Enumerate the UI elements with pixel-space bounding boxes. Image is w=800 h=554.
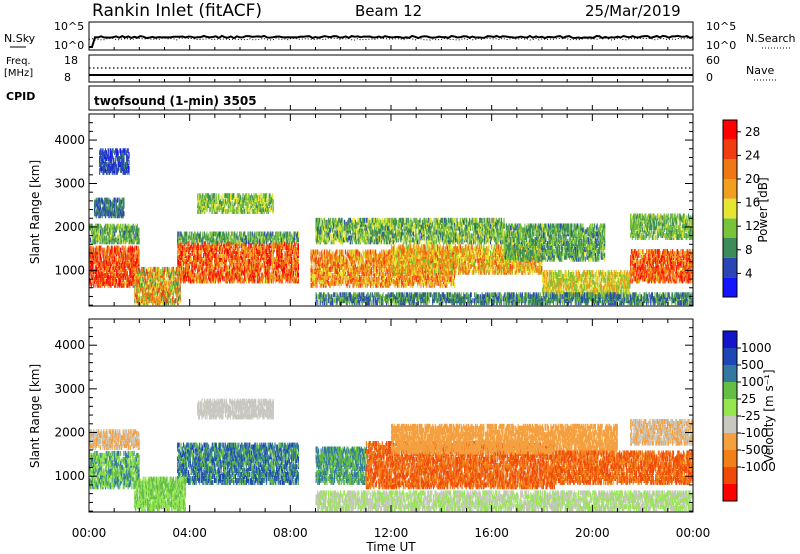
heatmap-cell xyxy=(332,273,333,278)
heatmap-cell xyxy=(123,211,124,216)
heatmap-cell xyxy=(222,193,223,198)
heatmap-cell xyxy=(123,198,124,203)
heatmap-cell xyxy=(138,250,139,255)
freq-tick-top: 18 xyxy=(64,54,78,67)
heatmap-cell xyxy=(101,246,102,251)
heatmap-cell xyxy=(112,148,113,153)
heatmap-cell xyxy=(170,298,171,303)
heatmap-cell xyxy=(128,166,129,171)
nsky-tick-top: 10^5 xyxy=(54,20,84,33)
cpid-program-label: twofsound (1-min) 3505 xyxy=(94,94,257,108)
heatmap-cell xyxy=(342,250,343,255)
heatmap-cell xyxy=(242,276,243,281)
heatmap-cell xyxy=(118,150,119,155)
heatmap-cell xyxy=(317,250,318,255)
heatmap-cell xyxy=(331,273,332,278)
heatmap-cell xyxy=(266,193,267,198)
heatmap-cell xyxy=(298,243,299,248)
heatmap-cell xyxy=(98,224,99,229)
heatmap-cell xyxy=(298,278,299,283)
heatmap-cell xyxy=(127,271,128,276)
freq-unit-label: [MHz] xyxy=(4,68,33,79)
site-title: Rankin Inlet (fitACF) xyxy=(92,1,262,21)
heatmap-cell xyxy=(180,283,181,288)
heatmap-cell xyxy=(124,281,125,286)
heatmap-cell xyxy=(241,232,242,237)
heatmap-cell xyxy=(283,255,284,260)
nave-label: Nave xyxy=(746,64,774,77)
nsearch-tick-bottom: 10^0 xyxy=(706,39,736,52)
nsky-label: N.Sky xyxy=(4,32,36,45)
figure: Rankin Inlet (fitACF) Beam 12 25/Mar/201… xyxy=(0,0,800,554)
heatmap-cell xyxy=(237,232,238,237)
heatmap-cell xyxy=(298,232,299,237)
heatmap-cell xyxy=(107,224,108,229)
heatmap-cell xyxy=(246,278,247,283)
heatmap-cell xyxy=(313,263,314,268)
nsky-tick-bottom: 10^0 xyxy=(54,39,84,52)
heatmap-cell xyxy=(90,237,91,242)
heatmap-cell xyxy=(164,267,165,272)
heatmap-cell xyxy=(194,278,195,283)
power-heatmap xyxy=(89,148,693,305)
heatmap-cell xyxy=(114,255,115,260)
heatmap-cell xyxy=(107,237,108,242)
heatmap-cell xyxy=(122,224,123,229)
heatmap-cell xyxy=(128,160,129,165)
date-label: 25/Mar/2019 xyxy=(585,2,681,20)
heatmap-cell xyxy=(293,271,294,276)
heatmap-cell xyxy=(179,271,180,276)
heatmap-cell xyxy=(298,273,299,278)
heatmap-cell xyxy=(216,193,217,198)
heatmap-cell xyxy=(263,278,264,283)
heatmap-cell xyxy=(278,232,279,237)
heatmap-cell xyxy=(298,237,299,242)
heatmap-cell xyxy=(138,228,139,233)
heatmap-cell xyxy=(273,199,274,204)
heatmap-cell xyxy=(200,232,201,237)
heatmap-cell xyxy=(256,232,257,237)
heatmap-cell xyxy=(128,152,129,157)
heatmap-cell xyxy=(228,232,229,237)
heatmap-cell xyxy=(345,250,346,255)
heatmap-cell xyxy=(324,250,325,255)
heatmap-cell xyxy=(262,263,263,268)
beam-label: Beam 12 xyxy=(355,2,422,20)
heatmap-cell xyxy=(108,148,109,153)
heatmap-cell xyxy=(257,237,258,242)
heatmap-cell xyxy=(202,193,203,198)
freq-label: Freq. xyxy=(6,56,31,67)
heatmap-cell xyxy=(221,195,222,200)
heatmap-cell xyxy=(337,250,338,255)
cpid-label: CPID xyxy=(6,90,35,103)
heatmap-cell xyxy=(125,246,126,251)
heatmap-cell xyxy=(112,246,113,251)
heatmap-cell xyxy=(272,193,273,198)
nsearch-tick-top: 10^5 xyxy=(706,20,736,33)
heatmap-cell xyxy=(298,259,299,264)
nsearch-label: N.Search xyxy=(746,32,796,45)
heatmap-cell xyxy=(191,232,192,237)
heatmap-cell xyxy=(118,198,119,203)
heatmap-cell xyxy=(246,235,247,240)
freq-tick-bottom: 8 xyxy=(64,71,71,84)
heatmap-cell xyxy=(280,232,281,237)
heatmap-cell xyxy=(122,246,123,251)
heatmap-cell xyxy=(214,239,215,244)
heatmap-cell xyxy=(319,251,320,256)
nave-tick-bottom: 0 xyxy=(706,71,713,84)
nave-tick-top: 60 xyxy=(706,54,720,67)
heatmap-cell xyxy=(343,281,344,286)
heatmap-cell xyxy=(234,209,235,214)
heatmap-cell xyxy=(138,237,139,242)
